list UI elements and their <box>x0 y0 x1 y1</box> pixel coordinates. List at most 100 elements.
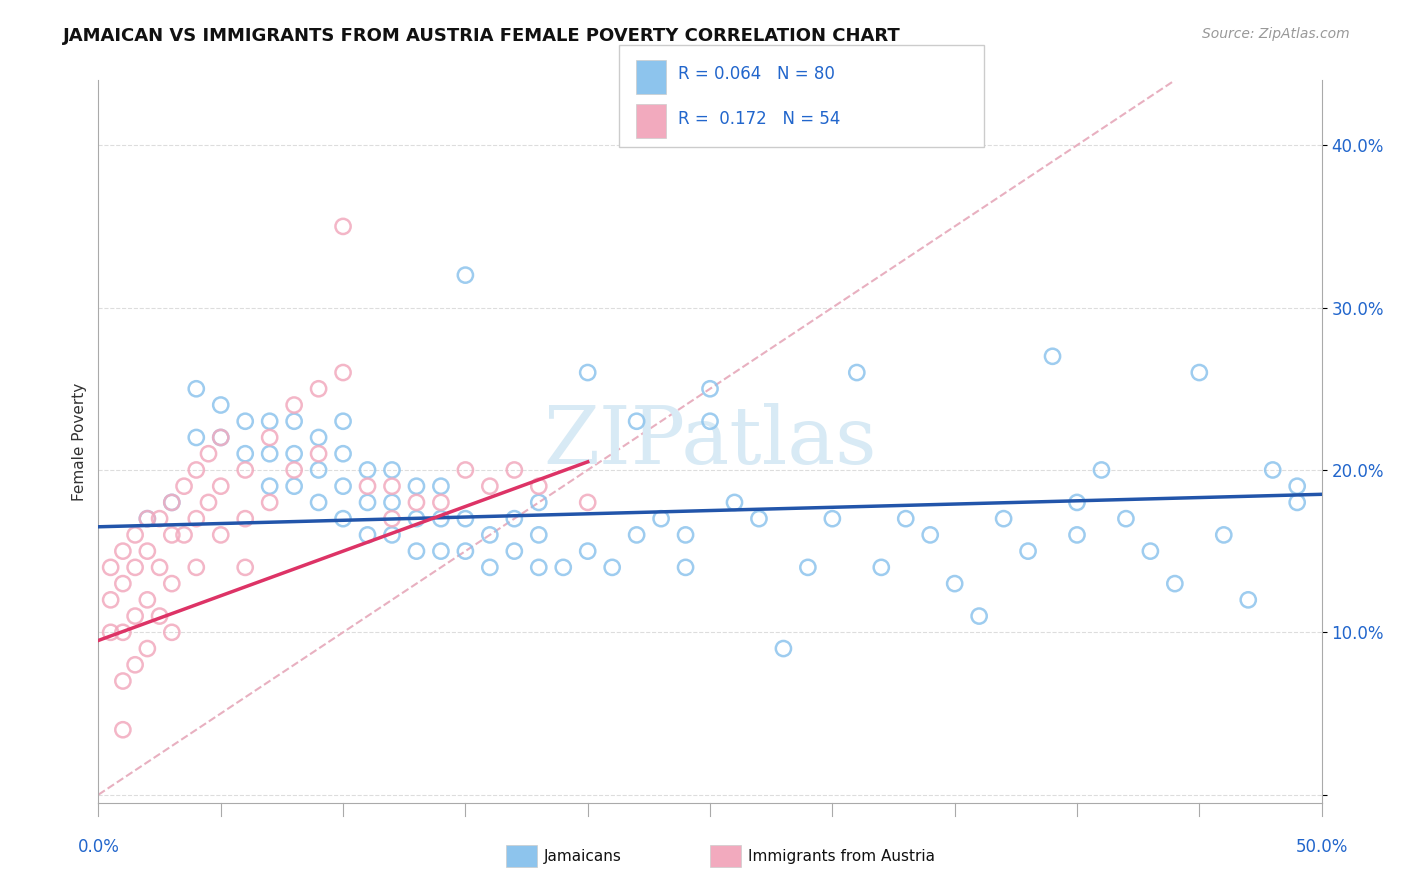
Point <box>1286 479 1309 493</box>
Point <box>1090 463 1112 477</box>
Point <box>209 479 232 493</box>
Point <box>308 495 330 509</box>
Point <box>332 447 354 461</box>
Point <box>149 609 172 624</box>
Point <box>356 495 378 509</box>
Point <box>748 511 770 525</box>
Point <box>209 398 232 412</box>
Point <box>100 592 122 607</box>
Point <box>527 528 550 542</box>
Point <box>111 625 134 640</box>
Point <box>111 723 134 737</box>
Point <box>233 414 256 428</box>
Point <box>576 544 599 558</box>
Point <box>356 528 378 542</box>
Point <box>1188 366 1211 380</box>
Point <box>723 495 745 509</box>
Point <box>381 511 404 525</box>
Point <box>553 560 575 574</box>
Point <box>197 495 219 509</box>
Point <box>920 528 942 542</box>
Point <box>136 511 159 525</box>
Point <box>405 544 427 558</box>
Point <box>675 560 697 574</box>
Point <box>527 560 550 574</box>
Point <box>149 560 172 574</box>
Point <box>894 511 917 525</box>
Point <box>576 495 599 509</box>
Point <box>332 479 354 493</box>
Point <box>100 625 122 640</box>
Point <box>209 430 232 444</box>
Point <box>503 511 526 525</box>
Point <box>124 560 146 574</box>
Point <box>1017 544 1039 558</box>
Text: Jamaicans: Jamaicans <box>544 849 621 863</box>
Point <box>308 447 330 461</box>
Point <box>233 560 256 574</box>
Point <box>699 414 721 428</box>
Point <box>259 430 281 444</box>
Text: Source: ZipAtlas.com: Source: ZipAtlas.com <box>1202 27 1350 41</box>
Point <box>124 657 146 672</box>
Point <box>870 560 893 574</box>
Point <box>111 576 134 591</box>
Point <box>259 479 281 493</box>
Point <box>1115 511 1137 525</box>
Text: R = 0.064   N = 80: R = 0.064 N = 80 <box>678 65 835 83</box>
Point <box>626 414 648 428</box>
Point <box>186 430 208 444</box>
Point <box>1261 463 1284 477</box>
Point <box>160 625 183 640</box>
Point <box>149 511 172 525</box>
Point <box>308 382 330 396</box>
Point <box>173 479 195 493</box>
Point <box>454 463 477 477</box>
Point <box>381 463 404 477</box>
Point <box>233 447 256 461</box>
Point <box>993 511 1015 525</box>
Point <box>576 366 599 380</box>
Point <box>136 641 159 656</box>
Point <box>100 560 122 574</box>
Point <box>626 528 648 542</box>
Point <box>186 463 208 477</box>
Point <box>454 268 477 282</box>
Text: R =  0.172   N = 54: R = 0.172 N = 54 <box>678 110 839 128</box>
Point <box>503 463 526 477</box>
Point <box>209 528 232 542</box>
Point <box>209 430 232 444</box>
Point <box>430 495 453 509</box>
Point <box>259 414 281 428</box>
Point <box>136 592 159 607</box>
Point <box>699 382 721 396</box>
Point <box>173 528 195 542</box>
Point <box>186 560 208 574</box>
Point <box>405 479 427 493</box>
Point <box>1212 528 1234 542</box>
Point <box>160 576 183 591</box>
Point <box>283 479 305 493</box>
Point <box>259 495 281 509</box>
Text: JAMAICAN VS IMMIGRANTS FROM AUSTRIA FEMALE POVERTY CORRELATION CHART: JAMAICAN VS IMMIGRANTS FROM AUSTRIA FEMA… <box>63 27 901 45</box>
Point <box>1042 349 1064 363</box>
Point <box>1066 495 1088 509</box>
Point <box>356 463 378 477</box>
Point <box>111 673 134 688</box>
Point <box>186 382 208 396</box>
Point <box>772 641 794 656</box>
Point <box>332 511 354 525</box>
Point <box>1286 495 1309 509</box>
Point <box>136 511 159 525</box>
Point <box>943 576 966 591</box>
Point <box>1139 544 1161 558</box>
Point <box>478 479 501 493</box>
Point <box>160 495 183 509</box>
Point <box>233 511 256 525</box>
Point <box>1237 592 1260 607</box>
Point <box>675 528 697 542</box>
Point <box>308 463 330 477</box>
Text: ZIPatlas: ZIPatlas <box>543 402 877 481</box>
Point <box>160 495 183 509</box>
Point <box>124 609 146 624</box>
